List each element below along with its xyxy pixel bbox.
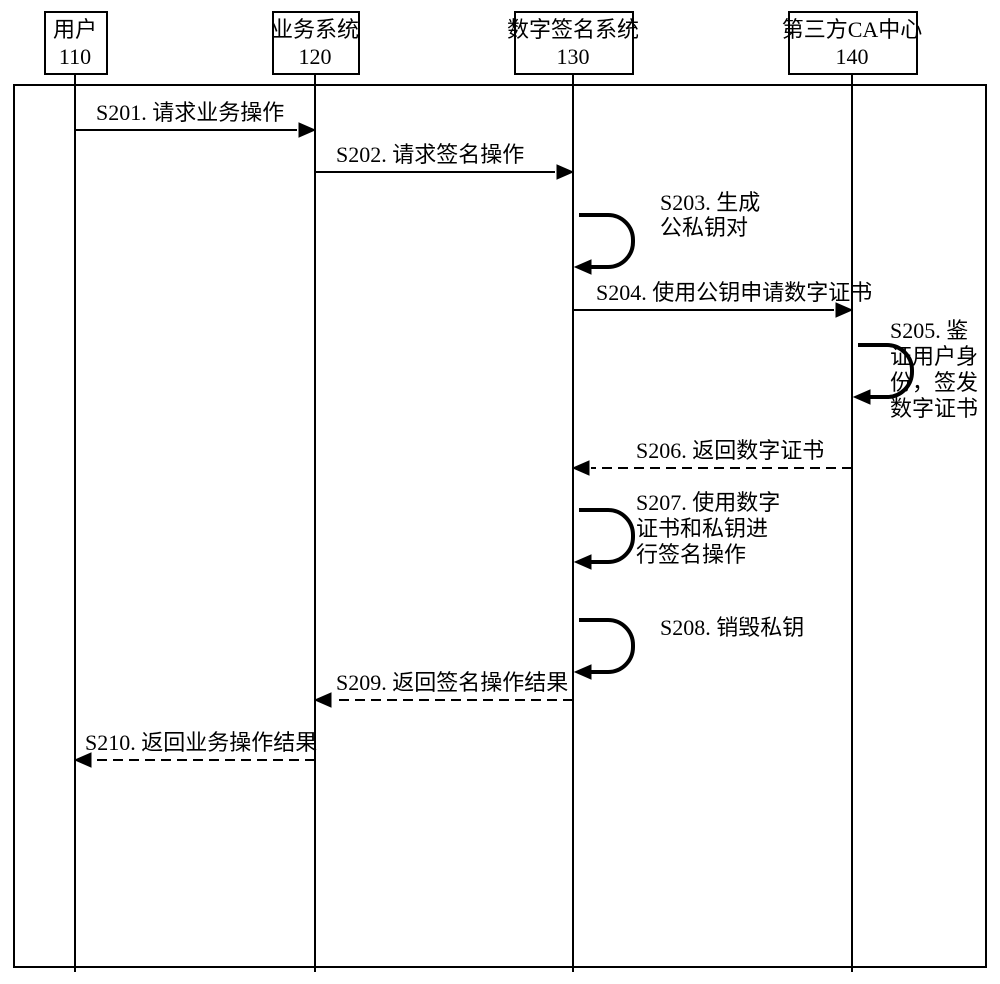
message-s204-label: S204. 使用公钥申请数字证书 xyxy=(596,280,872,305)
diagram-frame xyxy=(14,85,986,967)
actor-sub-user: 110 xyxy=(59,44,91,69)
selfmsg-s203-label: S203. 生成公私钥对 xyxy=(660,190,760,240)
message-s210-arrow xyxy=(75,753,91,767)
message-s204-arrow xyxy=(836,303,852,317)
actor-name-sign: 数字签名系统 xyxy=(507,17,639,42)
selfmsg-s208-arrow xyxy=(575,665,591,679)
message-s202-label: S202. 请求签名操作 xyxy=(336,142,524,167)
selfmsg-s205-arrow xyxy=(854,390,870,404)
message-s206-label: S206. 返回数字证书 xyxy=(636,438,824,463)
actor-sub-ca: 140 xyxy=(836,44,869,69)
actor-name-ca: 第三方CA中心 xyxy=(782,17,923,42)
selfmsg-s203-loop xyxy=(579,215,633,267)
selfmsg-s207-label: S207. 使用数字证书和私钥进行签名操作 xyxy=(636,490,780,567)
message-s206-arrow xyxy=(573,461,589,475)
actor-sub-sign: 130 xyxy=(557,44,590,69)
actor-sub-biz: 120 xyxy=(299,44,332,69)
actor-name-user: 用户 xyxy=(53,17,97,42)
message-s201-label: S201. 请求业务操作 xyxy=(96,100,284,125)
actor-name-biz: 业务系统 xyxy=(271,17,359,42)
selfmsg-s207-arrow xyxy=(575,555,591,569)
message-s201-arrow xyxy=(299,123,315,137)
message-s209-arrow xyxy=(315,693,331,707)
message-s210-label: S210. 返回业务操作结果 xyxy=(85,730,317,755)
sequence-diagram: 用户110 业务系统120 数字签名系统130 第三方CA中心140 S201. 请求业… xyxy=(0,0,1000,984)
selfmsg-s208-label: S208. 销毁私钥 xyxy=(660,615,804,640)
message-s202-arrow xyxy=(557,165,573,179)
selfmsg-s208-loop xyxy=(579,620,633,672)
selfmsg-s203-arrow xyxy=(575,260,591,274)
selfmsg-s205-label: S205. 鉴证用户身份，签发数字证书 xyxy=(890,318,978,421)
message-s209-label: S209. 返回签名操作结果 xyxy=(336,670,568,695)
selfmsg-s207-loop xyxy=(579,510,633,562)
